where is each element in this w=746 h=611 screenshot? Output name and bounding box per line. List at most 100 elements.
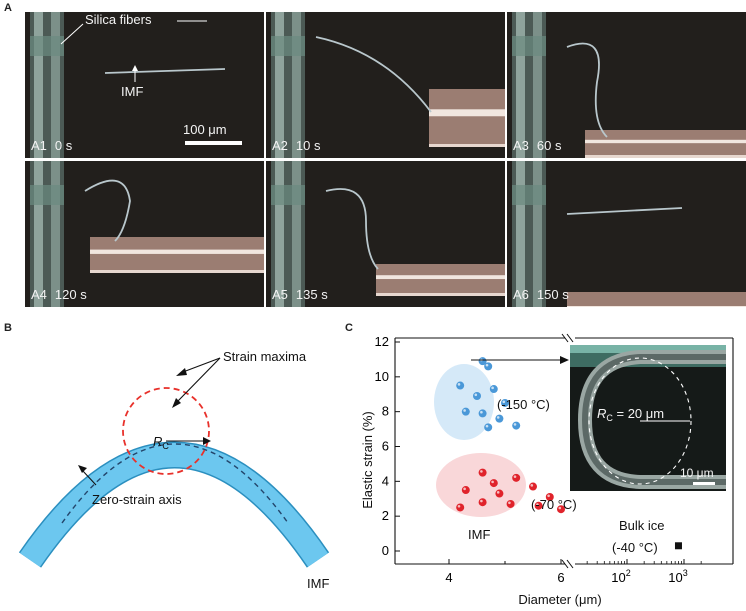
micrograph-a5: A5 135 s <box>266 161 505 307</box>
panel-a-letter: A <box>4 2 12 14</box>
frame-time: 0 s <box>54 138 73 153</box>
frame-tag: A6 <box>513 287 529 302</box>
axis-break-mark <box>566 333 574 343</box>
blue-point <box>484 362 493 371</box>
frame-label: A1 0 s <box>31 138 72 153</box>
micrograph-a4: A4 120 s <box>25 161 264 307</box>
frame-label: A3 60 s <box>513 138 561 153</box>
red-point <box>478 468 487 477</box>
frame-label: A6 150 s <box>513 287 569 302</box>
y-tick-label: 4 <box>382 473 389 488</box>
point-highlight <box>474 393 478 397</box>
label-bulk-temp: (-40 °C) <box>612 540 658 555</box>
micrograph-a1: A1 0 s Silica fibers IMF 100 μm <box>25 12 264 158</box>
imf-label-b: IMF <box>307 576 329 591</box>
micrograph-a3: A3 60 s <box>507 12 746 158</box>
red-point <box>495 489 504 498</box>
frame-tag: A2 <box>272 138 288 153</box>
red-point <box>456 503 465 512</box>
point-highlight <box>530 484 534 487</box>
point-highlight <box>480 499 483 503</box>
inset-rc-label: RC = 20 μm <box>597 406 664 423</box>
strain-maxima-label: Strain maxima <box>223 349 307 364</box>
point-highlight <box>502 400 506 404</box>
red-point <box>461 486 470 495</box>
y-tick-label: 8 <box>382 404 389 419</box>
point-highlight <box>536 503 539 506</box>
point-highlight <box>463 487 466 491</box>
y-axis-label: Elastic strain (%) <box>360 411 375 509</box>
rc-label: RC <box>153 434 169 451</box>
inset-scale-bar <box>693 482 715 485</box>
blue-halo <box>434 364 494 440</box>
point-highlight <box>558 506 562 510</box>
red-point <box>512 473 521 482</box>
y-tick-label: 12 <box>375 334 389 349</box>
frame-time: 10 s <box>295 138 321 153</box>
frame-tag: A5 <box>272 287 288 302</box>
point-highlight <box>457 383 461 386</box>
point-highlight <box>457 504 461 508</box>
blue-point <box>489 385 498 394</box>
frame-label: A2 10 s <box>272 138 320 153</box>
point-highlight <box>480 470 483 473</box>
inset-micrograph <box>570 345 726 491</box>
inset-arrowhead <box>560 356 569 364</box>
red-point <box>478 498 487 507</box>
point-highlight <box>491 386 494 390</box>
y-tick-label: 0 <box>382 543 389 558</box>
frame-label: A4 120 s <box>31 287 87 302</box>
label-imf-c: IMF <box>468 527 490 542</box>
curvature-circle <box>122 387 210 475</box>
x-tick-label: 6 <box>557 570 564 585</box>
blue-point <box>461 407 470 416</box>
y-tick-label: 6 <box>382 439 389 454</box>
rc-arrowhead <box>203 437 211 445</box>
y-tick-label: 10 <box>375 369 389 384</box>
bulk-ice-point <box>674 542 682 550</box>
panel-c-chart: 0 2 4 6 8 10 12 4 6 102 103 RC = 20 μm 10 μm (-150… <box>360 333 734 607</box>
label-70: (-70 °C) <box>531 497 577 512</box>
red-halo <box>436 453 526 517</box>
x-tick-label: 4 <box>445 570 452 585</box>
blue-point <box>495 414 504 423</box>
point-highlight <box>513 423 517 426</box>
scale-bar <box>185 141 242 145</box>
x-tick-label: 103 <box>668 568 687 585</box>
blue-point <box>473 391 481 400</box>
imf-label-a: IMF <box>121 84 144 99</box>
x-tick-label: 102 <box>611 568 630 585</box>
frame-time: 60 s <box>536 138 562 153</box>
label-150: (-150 °C) <box>497 397 550 412</box>
zero-strain-axis-label: Zero-strain axis <box>92 492 182 507</box>
x-axis-label: Diameter (μm) <box>518 592 601 607</box>
point-highlight <box>485 363 489 367</box>
frame-tag: A3 <box>513 138 529 153</box>
point-highlight <box>491 480 494 484</box>
blue-point <box>512 421 521 430</box>
label-bulk-ice: Bulk ice <box>619 518 665 533</box>
y-tick-label: 2 <box>382 508 389 523</box>
zero-strain-axis-line <box>61 443 289 524</box>
scale-bar-label: 100 μm <box>183 122 227 137</box>
axis-break-mark <box>561 559 569 569</box>
micrograph-a2: A2 10 s <box>266 12 505 158</box>
point-highlight <box>463 409 466 412</box>
point-highlight <box>496 416 500 419</box>
frame-label: A5 135 s <box>272 287 328 302</box>
point-highlight <box>508 501 511 505</box>
red-point <box>506 499 515 508</box>
frame-time: 150 s <box>536 287 569 302</box>
frame-time: 120 s <box>54 287 87 302</box>
frame-tag: A1 <box>31 138 47 153</box>
point-highlight <box>480 410 483 414</box>
frame-tag: A4 <box>31 287 47 302</box>
inset-scale-label: 10 μm <box>680 466 714 480</box>
panel-b-letter: B <box>4 322 12 334</box>
red-point <box>529 482 537 491</box>
inset-curvature-circle <box>588 357 692 485</box>
panel-b-diagram: Strain maxima RC Zero-strain axis IMF <box>18 349 329 591</box>
axis-break-mark <box>561 333 569 343</box>
blue-point <box>484 423 493 432</box>
blue-point <box>456 381 465 390</box>
